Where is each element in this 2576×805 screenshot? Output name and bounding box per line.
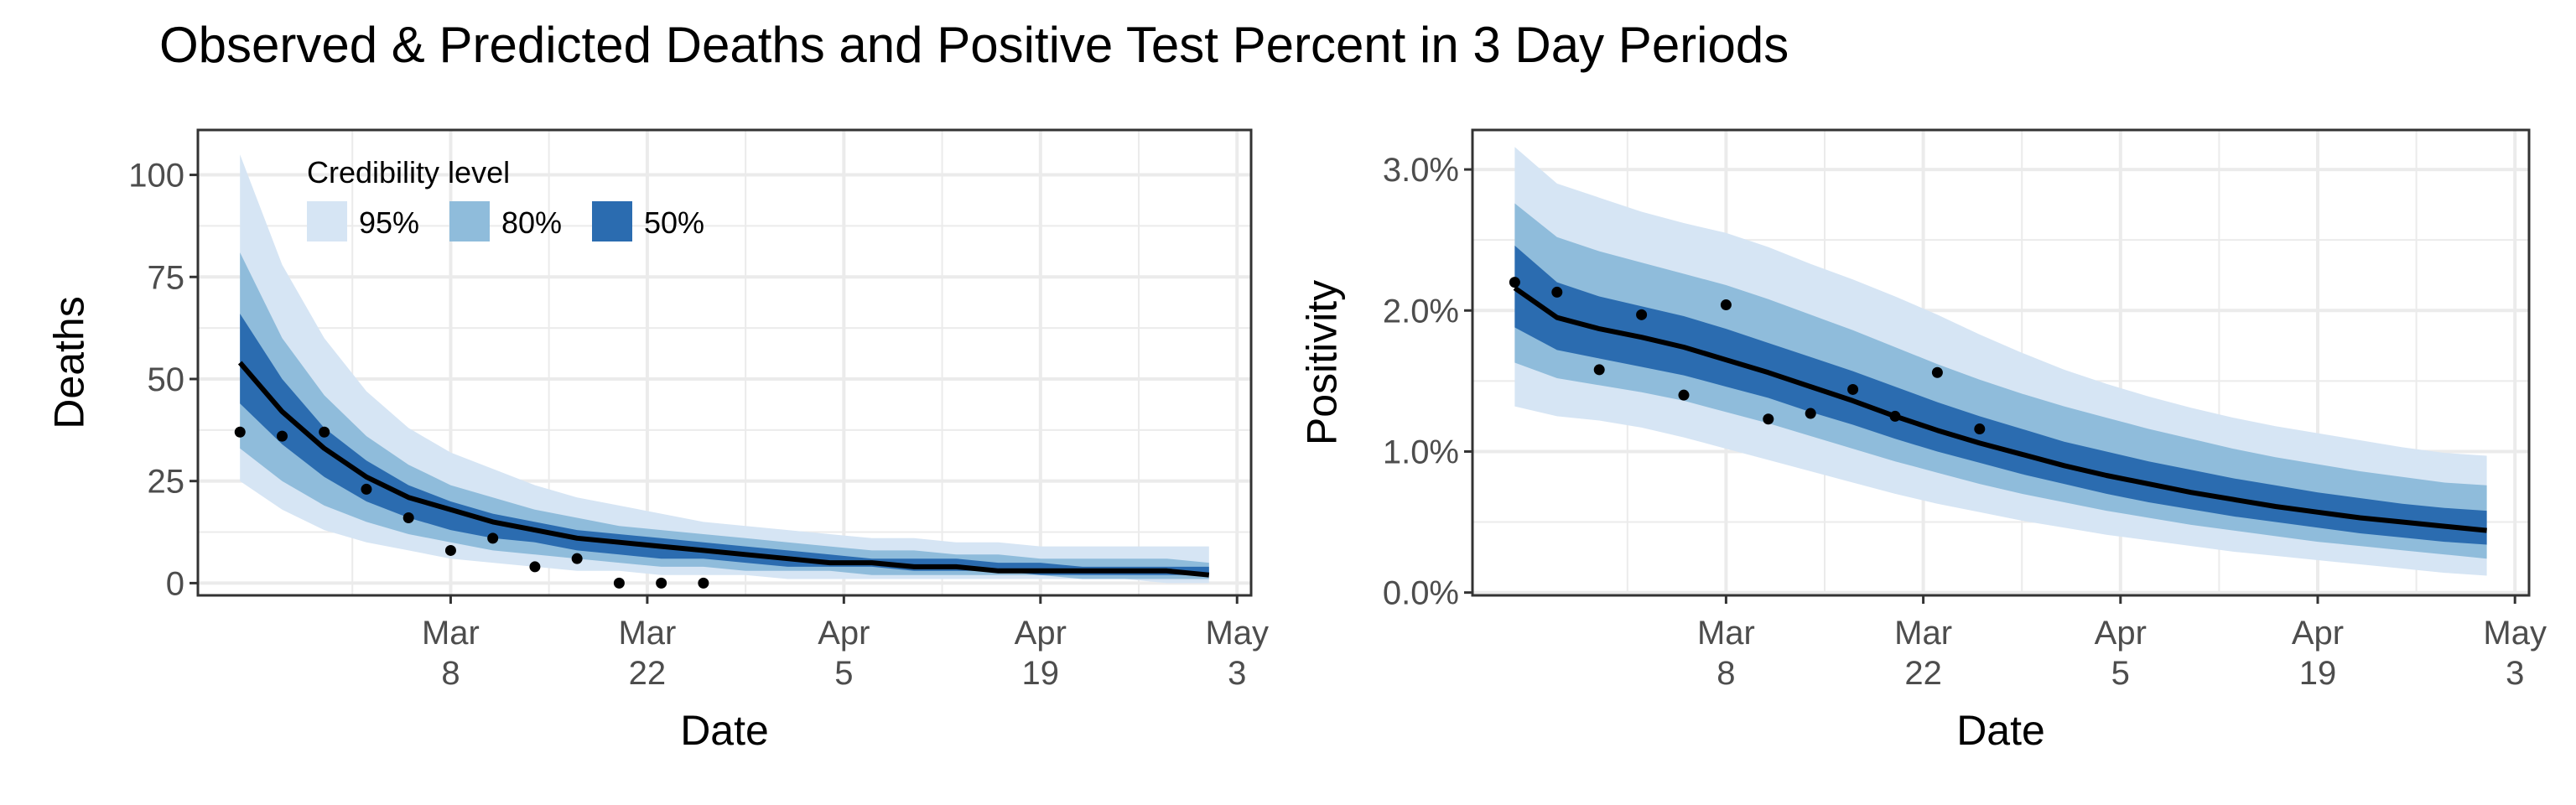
legend: Credibility level 95% 80% 50% bbox=[307, 155, 704, 242]
figure-title: Observed & Predicted Deaths and Positive… bbox=[159, 17, 1789, 73]
observed-point bbox=[402, 512, 414, 523]
observed-point bbox=[276, 430, 288, 442]
observed-point bbox=[1720, 299, 1732, 311]
x-tick-label: Apr 5 bbox=[818, 615, 870, 692]
y-tick-label: 3.0% bbox=[1383, 152, 1459, 189]
observed-point bbox=[613, 577, 625, 589]
observed-point bbox=[444, 544, 456, 556]
median-line bbox=[1513, 285, 2487, 533]
grid bbox=[198, 130, 1251, 595]
median-line bbox=[237, 361, 1210, 578]
band-95-percent bbox=[240, 154, 1209, 584]
band-80-percent bbox=[1514, 203, 2487, 559]
y-tick-label: 75 bbox=[148, 259, 185, 296]
y-tick-label: 25 bbox=[148, 464, 185, 501]
panel-border bbox=[196, 128, 1253, 597]
legend-label: 80% bbox=[501, 205, 562, 240]
legend-item-95-percent: 95% bbox=[307, 201, 419, 242]
observed-point bbox=[656, 577, 667, 589]
observed-point bbox=[1593, 364, 1605, 376]
x-tick-label: Apr 19 bbox=[2292, 615, 2344, 692]
y-tick-label: 0.0% bbox=[1383, 575, 1459, 612]
observed-point bbox=[234, 426, 246, 438]
y-tick-label: 2.0% bbox=[1383, 293, 1459, 330]
y-tick-label: 1.0% bbox=[1383, 434, 1459, 470]
x-axis-title: Date bbox=[1956, 707, 2045, 754]
x-tick-label: Mar 8 bbox=[1697, 615, 1755, 692]
legend-item-50-percent: 50% bbox=[592, 201, 704, 242]
observed-point bbox=[1509, 277, 1520, 288]
y-tick-label: 100 bbox=[128, 158, 184, 195]
observed-point bbox=[1763, 413, 1774, 425]
observed-point bbox=[571, 553, 583, 564]
observed-point bbox=[319, 426, 330, 438]
x-tick-label: Mar 22 bbox=[1894, 615, 1952, 692]
x-axis-title: Date bbox=[680, 707, 769, 754]
y-axis-title: Positivity bbox=[1299, 280, 1346, 445]
observed-point bbox=[1678, 389, 1690, 401]
band-80-percent bbox=[240, 252, 1209, 579]
y-axis-title: Deaths bbox=[46, 296, 93, 428]
positivity-panel: 0.0% 1.0% 2.0% 3.0% Mar 8 Mar 22 Apr 5 Apr 19 May 3 Da… bbox=[1299, 128, 2547, 754]
panel-border bbox=[1471, 128, 2531, 597]
observed-point bbox=[1974, 423, 1986, 435]
x-tick-label: Mar 8 bbox=[422, 615, 480, 692]
x-tick-label: Apr 19 bbox=[1015, 615, 1067, 692]
observed-point bbox=[1551, 286, 1563, 298]
y-tick-label: 50 bbox=[148, 361, 185, 398]
legend-label: 95% bbox=[359, 205, 419, 240]
observed-point bbox=[1889, 410, 1901, 422]
observed-point bbox=[1931, 366, 1943, 378]
legend-item-80-percent: 80% bbox=[449, 201, 562, 242]
x-tick-label: Mar 22 bbox=[618, 615, 676, 692]
legend-swatch bbox=[307, 201, 347, 242]
legend-swatch bbox=[592, 201, 632, 242]
legend-label: 50% bbox=[644, 205, 704, 240]
x-tick-label: May 3 bbox=[2483, 615, 2547, 692]
observed-point bbox=[1805, 408, 1816, 419]
observed-point bbox=[1636, 309, 1648, 320]
legend-swatch bbox=[449, 201, 490, 242]
x-tick-label: May 3 bbox=[1205, 615, 1269, 692]
observed-point bbox=[1847, 383, 1859, 395]
x-tick-label: Apr 5 bbox=[2095, 615, 2147, 692]
y-tick-label: 0 bbox=[166, 565, 184, 602]
observed-point bbox=[487, 532, 499, 544]
deaths-panel: 0 25 50 75 100 Mar 8 Mar 22 Apr 5 Apr 19 May 3 Date Deat… bbox=[46, 128, 1269, 754]
observed-point bbox=[529, 561, 541, 573]
observed-point bbox=[698, 577, 709, 589]
legend-title: Credibility level bbox=[307, 155, 510, 190]
observed-point bbox=[361, 483, 372, 495]
band-50-percent bbox=[1514, 245, 2487, 545]
